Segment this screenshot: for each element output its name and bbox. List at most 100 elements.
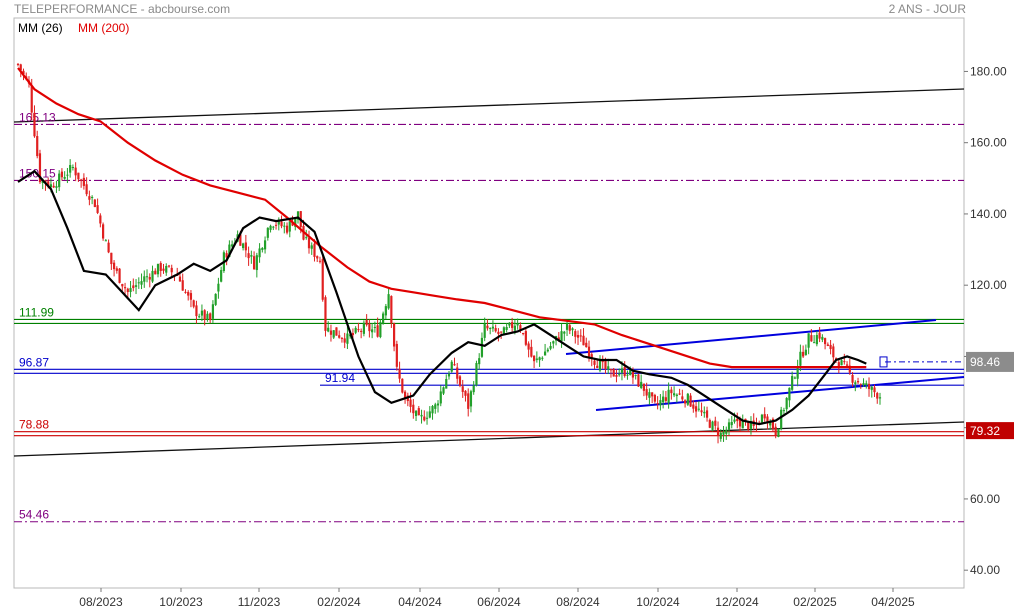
legend-mm200: MM (200) [78,21,130,35]
candle-body [497,331,500,335]
candle-body [461,386,464,392]
candle-body [741,420,744,429]
candle-body [535,358,538,360]
candle-body [36,136,39,157]
candle-body [206,313,209,320]
candle-body [447,373,451,377]
candle-body [192,300,195,307]
candle-body [318,260,322,262]
candle-body [708,419,711,428]
candle-body [38,153,42,183]
candle-body [266,227,269,238]
candle-body [538,357,541,361]
candle-body [804,349,807,355]
last-price-tag [966,351,1014,372]
candle-body [198,316,201,318]
candle-body [417,408,420,416]
candle-body [607,366,610,370]
candle-body [307,237,311,249]
candle-body [33,112,36,137]
candle-body [609,368,613,371]
candle-body [80,179,83,181]
candle-body [796,367,799,379]
candle-body [851,374,854,383]
candle-body [777,428,780,437]
candle-body [200,310,204,316]
candle-body [96,205,99,213]
candle-body [129,288,132,292]
candle-body [769,421,772,426]
candle-body [631,371,635,378]
candle-body [365,320,368,325]
candle-body [467,393,470,409]
candle-body [387,294,390,309]
candle-body [505,326,508,330]
candle-body [123,287,127,289]
candle-body [807,333,810,348]
candle-body [615,375,618,377]
candle-body [788,387,791,401]
y-tick-label: 120.00 [970,278,1007,292]
red-marker-tag [966,422,1014,440]
candle-body [478,358,481,365]
candle-body [821,336,824,340]
candle-body [681,396,684,400]
mm200-line [17,67,867,369]
candle-body [436,403,440,406]
candle-body [412,404,415,414]
y-tick-label: 40.00 [970,563,1000,577]
candle-body [82,177,85,186]
candle-body [760,414,764,423]
candle-body [162,268,165,271]
candle-body [343,338,346,343]
candle-body [332,330,335,338]
candle-body [102,224,105,239]
x-tick-label: 04/2024 [398,595,442,609]
candle-body [112,262,116,270]
candle-body [656,403,659,405]
candle-body [428,411,431,418]
candle-body [52,185,55,188]
candle-body [593,360,596,365]
candle-body [77,172,80,180]
trendline-lower [13,421,965,457]
level-label: 165.13 [19,110,56,124]
candle-body [714,420,717,426]
candle-body [458,376,462,386]
candle-body [464,390,467,396]
candle-body [156,263,160,275]
candle-body [250,255,253,257]
candle-body [211,304,215,319]
candle-body [338,335,341,338]
candle-body [651,392,654,397]
candle-body [500,331,503,333]
candle-body [310,245,313,249]
candle-body [104,240,107,242]
candle-body [47,181,50,187]
candle-body [832,346,835,358]
y-tick-label: 60.00 [970,492,1000,506]
candle-body [209,313,212,321]
candle-body [373,326,376,328]
candle-body [678,393,681,395]
candle-body [335,327,338,336]
candle-body [392,323,396,347]
candle-body [533,355,536,362]
candle-body [543,351,547,356]
candle-body [66,174,69,176]
candle-body [618,374,621,376]
candle-body [118,268,121,283]
candle-body [527,343,530,350]
candle-body [450,361,453,372]
candle-body [574,331,577,337]
candles [16,63,882,444]
candle-body [793,377,796,379]
candle-body [143,276,146,282]
candle-body [686,393,689,405]
candle-body [403,391,407,398]
candle-body [813,342,816,344]
candle-body [445,378,448,389]
candle-body [362,322,365,334]
candle-body [154,270,157,275]
candle-body [782,410,786,412]
